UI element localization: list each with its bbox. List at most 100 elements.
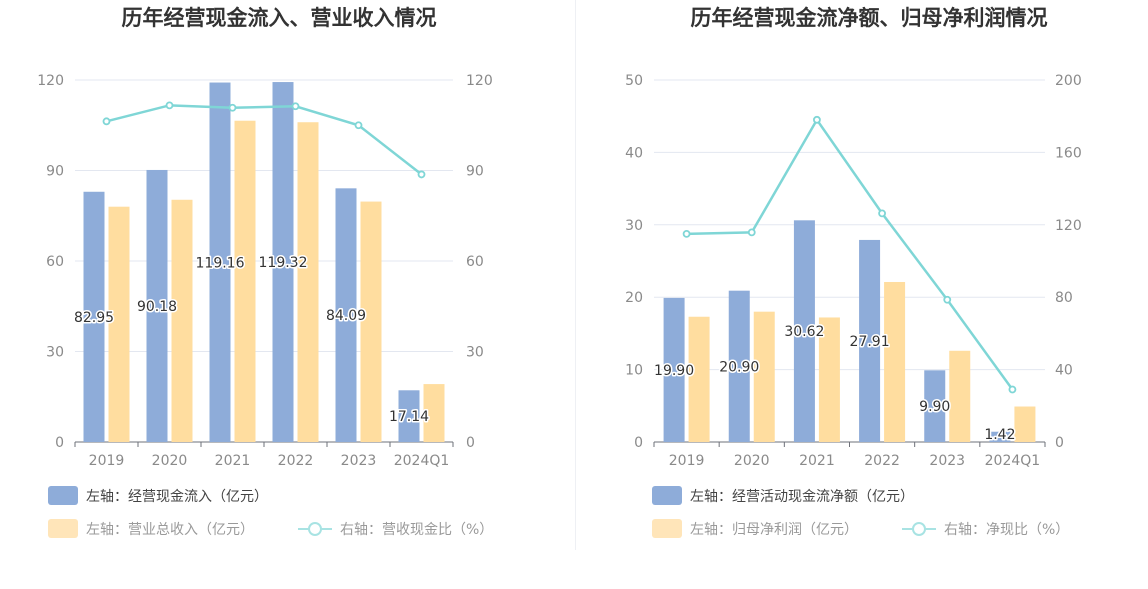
bar-primary-2024Q1 [398,390,420,442]
bar-value-label: 82.95 [74,310,114,326]
legend-swatch [48,519,78,538]
bar-value-label: 119.16 [196,255,245,271]
bar-primary-2019 [83,191,105,442]
x-axis-tick-label: 2023 [341,453,377,469]
x-axis-tick-label: 2021 [799,453,835,469]
bar-primary-2023 [924,370,946,442]
left-axis-tick-label: 10 [625,363,643,379]
x-axis-tick-label: 2022 [278,453,314,469]
line-point-2023 [943,295,952,304]
bar-primary-2020 [146,169,168,442]
legend-label: 左轴：归母净利润（亿元） [690,521,858,538]
bar-value-label: 9.90 [919,399,950,415]
bar-primary-2021 [209,82,231,442]
bar-value-label: 30.62 [784,324,824,340]
bar-secondary-2023 [949,350,971,442]
left-axis-tick-label: 90 [46,164,64,180]
line-point-2022 [878,209,886,218]
line-point-2019 [102,117,111,126]
left-axis-tick-label: 20 [625,290,643,306]
cash-inflow-revenue-chart: 历年经营现金流入、营业收入情况 0 30 60 90 120 0 30 60 90 120 2019 2… [37,6,493,538]
bar-secondary-2020 [171,199,193,442]
legend-line-marker [308,522,322,536]
line-series-path [686,117,1014,391]
x-axis-tick-label: 2024Q1 [985,453,1041,469]
bar-secondary-2019 [108,206,130,442]
chart-title: 历年经营现金流入、营业收入情况 [122,6,437,30]
line-point-2024Q1 [417,170,426,179]
x-axis-tick-label: 2024Q1 [394,453,450,469]
left-axis-tick-label: 60 [46,254,64,270]
line-point-2020 [747,228,756,237]
left-axis-tick-label: 120 [37,73,64,89]
x-axis-tick-label: 2019 [89,453,125,469]
right-axis-tick-label: 0 [1055,435,1064,451]
left-axis-tick-label: 30 [46,345,64,361]
bar-secondary-2022 [884,281,906,442]
bar-primary-2020 [728,290,750,442]
right-axis-tick-label: 60 [466,254,484,270]
bar-primary-2021 [793,220,815,442]
bar-value-label: 27.91 [850,334,890,350]
right-axis-tick-label: 90 [466,164,484,180]
bar-secondary-2024Q1 [423,384,445,442]
line-point-2021 [228,103,237,112]
bar-value-label: 90.18 [137,299,177,315]
legend-label: 右轴：营收现金比（%） [340,522,493,538]
x-axis-tick-label: 2020 [734,453,770,469]
bar-value-label: 119.32 [259,255,308,271]
right-axis-tick-label: 200 [1055,73,1082,89]
bar-value-label: 1.42 [984,427,1015,443]
bar-secondary-2021 [818,317,840,442]
right-axis-tick-label: 120 [466,73,493,89]
line-point-2023 [354,121,363,130]
bar-secondary-2024Q1 [1014,406,1036,442]
line-series-path [106,104,423,176]
x-axis-tick-label: 2023 [929,453,965,469]
left-axis-tick-label: 0 [55,435,64,451]
line-point-2022 [291,102,300,111]
legend-swatch [652,519,682,538]
right-axis-tick-label: 0 [466,435,475,451]
line-point-2021 [813,115,821,124]
bar-value-label: 84.09 [326,308,366,324]
legend-label: 左轴：营业总收入（亿元） [86,522,254,538]
line-point-2024Q1 [1008,385,1017,394]
legend-label: 左轴：经营活动现金流净额（亿元） [690,489,914,505]
right-axis-tick-label: 120 [1055,218,1082,234]
bar-primary-2023 [335,188,357,442]
bar-primary-2022 [859,239,881,442]
line-point-2020 [165,101,174,110]
bar-value-label: 20.90 [719,359,759,375]
bar-secondary-2022 [297,122,319,442]
net-cash-profit-chart: 历年经营现金流净额、归母净利润情况 0 10 20 30 40 50 0 40 80 120 160 2… [625,6,1082,538]
left-axis-tick-label: 50 [625,73,643,89]
x-axis-tick-label: 2021 [215,453,251,469]
bar-primary-2022 [272,82,294,442]
legend-swatch [48,486,78,505]
legend-line-marker [912,522,926,536]
chart-panel-cash-inflow-revenue: 历年经营现金流入、营业收入情况 0 30 60 90 120 0 30 60 90 120 2019 2… [37,6,493,538]
bar-primary-2024Q1 [989,431,1011,442]
left-axis-tick-label: 0 [634,435,643,451]
right-axis-tick-label: 80 [1055,290,1073,306]
bar-secondary-2019 [688,316,710,442]
chart-title: 历年经营现金流净额、归母净利润情况 [691,6,1048,30]
right-axis-tick-label: 40 [1055,363,1073,379]
bar-secondary-2021 [234,120,256,442]
left-axis-tick-label: 30 [625,218,643,234]
bar-primary-2019 [663,297,685,442]
legend-label: 左轴：经营现金流入（亿元） [86,489,268,505]
legend-label: 右轴：净现比（%） [944,522,1069,538]
x-axis-tick-label: 2022 [864,453,900,469]
bar-secondary-2023 [360,201,382,442]
chart-panel-net-cash-profit: 历年经营现金流净额、归母净利润情况 0 10 20 30 40 50 0 40 80 120 160 2… [577,0,1148,589]
x-axis-tick-label: 2020 [152,453,188,469]
legend-swatch [652,486,682,505]
x-axis-tick-label: 2019 [669,453,705,469]
line-point-2019 [682,229,691,238]
panel-divider [575,0,576,550]
right-axis-tick-label: 30 [466,345,484,361]
bar-secondary-2020 [753,311,775,442]
left-axis-tick-label: 40 [625,145,643,161]
